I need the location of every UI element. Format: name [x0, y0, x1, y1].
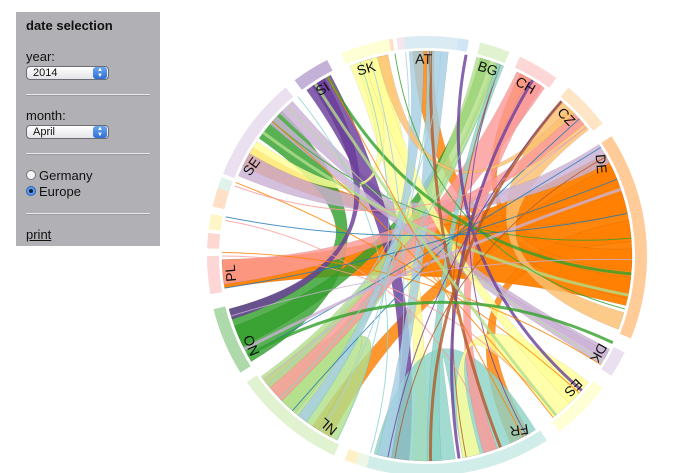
ribbon-line — [320, 52, 410, 432]
date-selection-panel: date selection year: 2014 ▲ ▼ month: Apri… — [16, 12, 160, 246]
country-arc-nl[interactable] — [246, 375, 340, 456]
ribbon-line — [230, 258, 632, 317]
ribbon-line — [279, 64, 501, 399]
country-arc-at[interactable] — [404, 36, 458, 51]
ribbon-line — [394, 156, 607, 459]
country-label-fr: FR — [509, 421, 530, 440]
ribbon-line — [286, 105, 603, 363]
ribbon-line — [234, 126, 587, 212]
ribbon-line — [468, 64, 527, 436]
ribbon-bg-nl — [260, 56, 498, 389]
country-arc-small — [344, 448, 360, 465]
country-arc-no[interactable] — [213, 306, 251, 373]
country-label-no: NO — [240, 333, 263, 359]
select-arrows-icon: ▲ ▼ — [93, 67, 107, 79]
select-arrows-icon: ▲ ▼ — [93, 126, 107, 138]
ribbon-cz-sk — [377, 54, 575, 174]
radio-germany-label: Germany — [39, 167, 93, 183]
ribbon-es-sk — [363, 56, 580, 404]
country-arc-de[interactable] — [601, 136, 647, 339]
country-label-at: AT — [415, 51, 433, 67]
country-arc-cz[interactable] — [560, 87, 603, 131]
ribbon-line — [247, 146, 602, 356]
ribbon-line — [314, 83, 558, 417]
ribbon-line — [271, 121, 554, 418]
country-arc-pl[interactable] — [207, 256, 223, 295]
ribbon-line — [429, 100, 563, 461]
radio-germany[interactable]: Germany — [26, 167, 150, 183]
divider — [26, 213, 150, 215]
country-arc-small — [455, 38, 469, 52]
month-label: month: — [26, 108, 66, 123]
ribbon-line — [456, 54, 583, 392]
country-arc-small — [207, 233, 221, 249]
ribbon-line — [370, 58, 405, 458]
ribbon-line — [327, 76, 524, 438]
radio-europe-label: Europe — [39, 183, 81, 199]
year-select[interactable]: 2014 ▲ ▼ — [26, 66, 109, 80]
ribbon-line — [235, 182, 580, 394]
country-arc-dk[interactable] — [601, 347, 625, 376]
country-arc-es[interactable] — [552, 381, 603, 432]
ribbon-line — [306, 51, 432, 423]
radio-europe[interactable]: Europe — [26, 183, 150, 199]
country-arc-small — [355, 452, 370, 468]
ribbon-line — [394, 53, 626, 310]
month-select-value: April — [33, 126, 56, 138]
ribbon-line — [297, 96, 389, 454]
country-arc-bg[interactable] — [477, 42, 510, 64]
radio-button-selected-icon[interactable] — [26, 186, 36, 196]
ribbon-line — [326, 75, 632, 276]
country-label-bg: BG — [476, 58, 500, 79]
country-arc-small — [208, 214, 223, 231]
ribbon-line — [262, 126, 587, 380]
country-arc-se[interactable] — [223, 87, 294, 179]
ribbon-line — [336, 62, 390, 441]
print-link[interactable]: print — [26, 227, 52, 242]
ribbon-si-no — [228, 78, 360, 320]
country-arc-ch[interactable] — [514, 56, 557, 88]
radio-button-icon[interactable] — [26, 170, 36, 180]
ribbon-line — [450, 79, 534, 459]
ribbon-line — [225, 219, 495, 450]
ribbon-line — [222, 251, 602, 366]
ribbon-line — [267, 51, 442, 386]
ribbon-line — [262, 131, 629, 297]
panel-title: date selection — [26, 18, 113, 33]
country-arc-fr[interactable] — [366, 430, 547, 473]
ribbon-line — [225, 212, 628, 237]
ribbon-line — [387, 100, 562, 458]
country-label-sk: SK — [355, 58, 378, 79]
year-select-value: 2014 — [33, 67, 58, 79]
ribbon-pl-cz — [221, 113, 585, 285]
ribbons-layer — [221, 50, 633, 462]
ribbon-line — [246, 300, 614, 357]
year-label: year: — [26, 49, 55, 64]
month-select[interactable]: April ▲ ▼ — [26, 125, 109, 139]
ribbon-fr-bg — [426, 63, 505, 462]
divider — [26, 153, 150, 155]
country-arc-sk[interactable] — [341, 39, 391, 65]
country-arc-small — [217, 177, 233, 192]
country-label-de: DE — [592, 153, 610, 174]
country-arc-si[interactable] — [294, 59, 333, 90]
country-label-pl: PL — [222, 264, 239, 283]
country-arc-small — [212, 188, 230, 210]
divider — [26, 94, 150, 96]
